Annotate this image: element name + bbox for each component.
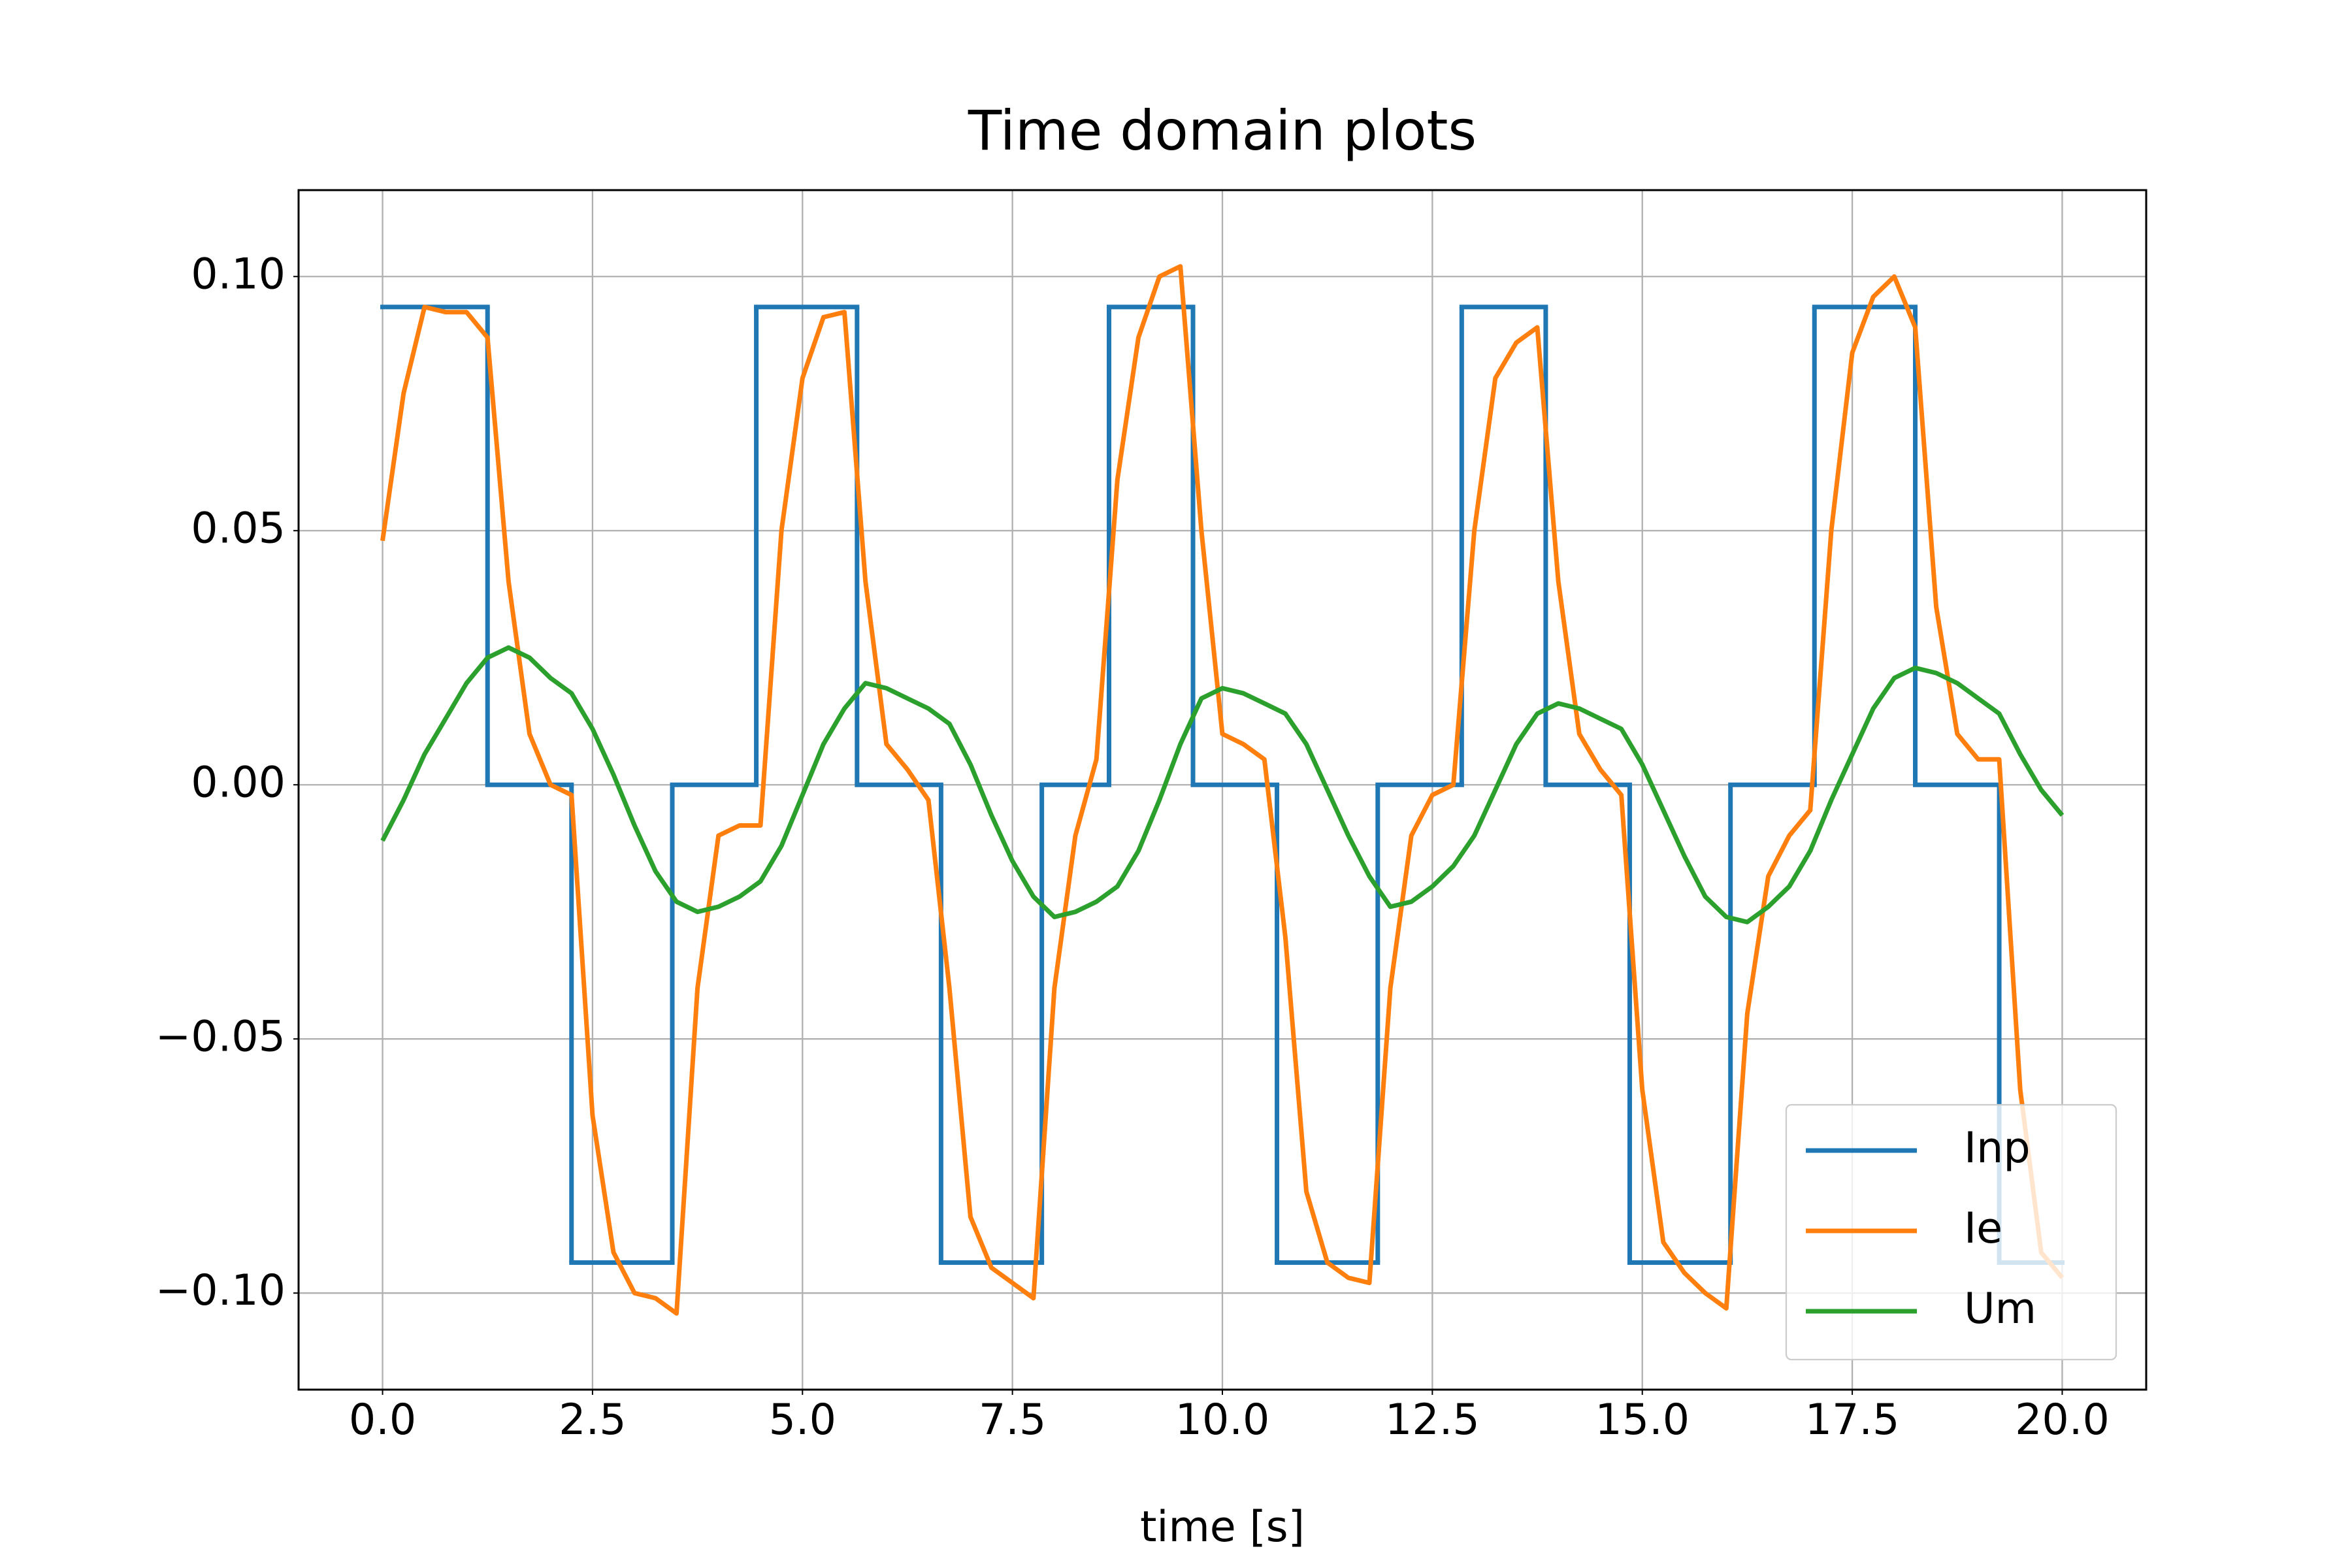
axes-frame [297,189,2148,1391]
chart-title: Time domain plots [968,99,1477,163]
x-tick-label: 7.5 [979,1396,1046,1445]
x-axis-label: time [s] [1140,1503,1305,1552]
x-tick-label: 15.0 [1595,1396,1690,1445]
y-tick-label: −0.10 [155,1266,286,1315]
x-tick-label: 10.0 [1175,1396,1270,1445]
series-line [380,264,2065,1316]
y-tick-label: 0.10 [191,250,286,299]
y-tick-label: 0.05 [191,504,286,553]
legend-label: Um [1964,1284,2036,1333]
legend-label: Ie [1964,1204,2002,1253]
y-tick-label: −0.05 [155,1012,286,1061]
x-tick-label: 2.5 [559,1396,626,1445]
y-tick-label: 0.00 [191,758,286,807]
x-tick-label: 20.0 [2015,1396,2110,1445]
series-line [380,645,2065,924]
x-tick-label: 12.5 [1385,1396,1480,1445]
legend-label: Inp [1964,1124,2031,1173]
x-tick-label: 5.0 [769,1396,836,1445]
x-tick-label: 17.5 [1805,1396,1900,1445]
legend-box [1785,1103,2117,1361]
x-tick-label: 0.0 [349,1396,416,1445]
